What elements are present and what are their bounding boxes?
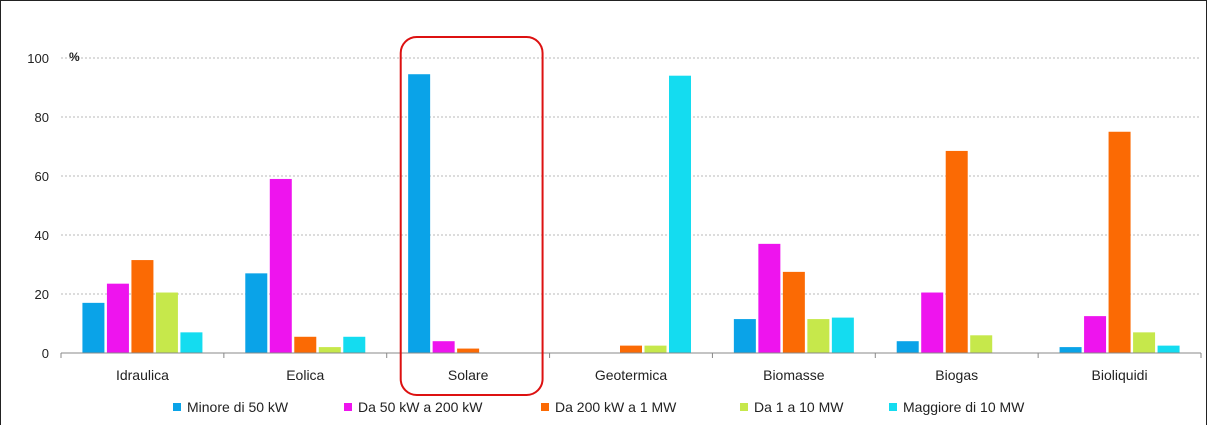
bar-biomasse-da-1-a-10-mw	[807, 319, 830, 353]
y-tick-label: 40	[35, 228, 49, 243]
bar-biomasse-da-50-kw-a-200-kw	[758, 243, 781, 353]
x-tick-label-geotermica: Geotermica	[595, 367, 668, 383]
legend-label-da-50-kw-a-200-kw: Da 50 kW a 200 kW	[358, 399, 483, 415]
bar-bioliquidi-minore-di-50-kw	[1059, 347, 1082, 353]
x-tick-label-bioliquidi: Bioliquidi	[1092, 367, 1148, 383]
legend-swatch-da-50-kw-a-200-kw	[344, 403, 352, 411]
bar-solare-da-50-kw-a-200-kw	[432, 341, 455, 353]
bar-geotermica-da-1-a-10-mw	[644, 345, 667, 353]
bars	[82, 74, 1180, 353]
highlight-rect-solare	[399, 36, 544, 396]
bar-eolica-maggiore-di-10-mw	[343, 336, 366, 353]
bar-biogas-da-1-a-10-mw	[970, 335, 993, 353]
x-axis: Idraulica Eolica Solare Geotermica Biomasse B…	[60, 352, 1202, 383]
y-tick-label: 20	[35, 287, 49, 302]
bar-biogas-minore-di-50-kw	[896, 341, 919, 353]
bar-eolica-da-200-kw-a-1-mw	[294, 336, 317, 353]
legend-swatch-maggiore-di-10-mw	[889, 403, 897, 411]
bar-geotermica-maggiore-di-10-mw	[669, 75, 691, 353]
legend-label-da-200-kw-a-1-mw: Da 200 kW a 1 MW	[555, 399, 677, 415]
bar-biomasse-maggiore-di-10-mw	[831, 317, 854, 353]
y-tick-label: 60	[35, 169, 49, 184]
bar-eolica-da-50-kw-a-200-kw	[269, 178, 292, 353]
bar-solare-minore-di-50-kw	[408, 74, 431, 353]
bar-bioliquidi-da-1-a-10-mw	[1133, 332, 1156, 353]
bar-idraulica-da-1-a-10-mw	[155, 292, 178, 353]
x-tick-label-eolica: Eolica	[286, 367, 324, 383]
bar-idraulica-minore-di-50-kw	[82, 302, 105, 353]
bar-bioliquidi-da-50-kw-a-200-kw	[1084, 316, 1107, 353]
bar-idraulica-da-200-kw-a-1-mw	[131, 260, 154, 353]
y-axis: % 0 20 40 60 80 100	[27, 50, 80, 361]
bar-biogas-da-200-kw-a-1-mw	[945, 150, 968, 353]
legend-label-maggiore-di-10-mw: Maggiore di 10 MW	[903, 399, 1025, 415]
legend-swatch-da-200-kw-a-1-mw	[541, 403, 549, 411]
x-tick-label-idraulica: Idraulica	[116, 367, 169, 383]
x-tick-label-biogas: Biogas	[935, 367, 978, 383]
bar-biomasse-da-200-kw-a-1-mw	[782, 271, 805, 353]
legend-swatch-da-1-a-10-mw	[740, 403, 748, 411]
bar-idraulica-maggiore-di-10-mw	[180, 332, 203, 353]
y-axis-unit-label: %	[69, 50, 80, 64]
highlight-box	[399, 36, 544, 396]
bar-idraulica-da-50-kw-a-200-kw	[106, 283, 129, 353]
legend-label-minore-di-50-kw: Minore di 50 kW	[187, 399, 289, 415]
y-tick-label: 0	[42, 346, 49, 361]
x-tick-label-solare: Solare	[448, 367, 489, 383]
x-tick-label-biomasse: Biomasse	[763, 367, 825, 383]
y-tick-label: 100	[27, 51, 49, 66]
legend-swatch-minore-di-50-kw	[173, 403, 181, 411]
bar-bioliquidi-maggiore-di-10-mw	[1157, 345, 1180, 353]
bar-eolica-da-1-a-10-mw	[318, 347, 341, 353]
bar-biomasse-minore-di-50-kw	[733, 319, 756, 353]
legend: Minore di 50 kW Da 50 kW a 200 kW Da 200 k…	[173, 399, 1025, 415]
bar-geotermica-da-200-kw-a-1-mw	[620, 345, 642, 353]
gridlines	[61, 57, 1201, 295]
bar-bioliquidi-da-200-kw-a-1-mw	[1108, 131, 1131, 353]
y-tick-label: 80	[35, 110, 49, 125]
bar-solare-da-200-kw-a-1-mw	[457, 348, 480, 353]
legend-label-da-1-a-10-mw: Da 1 a 10 MW	[754, 399, 844, 415]
bar-eolica-minore-di-50-kw	[245, 273, 268, 353]
bar-biogas-da-50-kw-a-200-kw	[921, 292, 944, 353]
